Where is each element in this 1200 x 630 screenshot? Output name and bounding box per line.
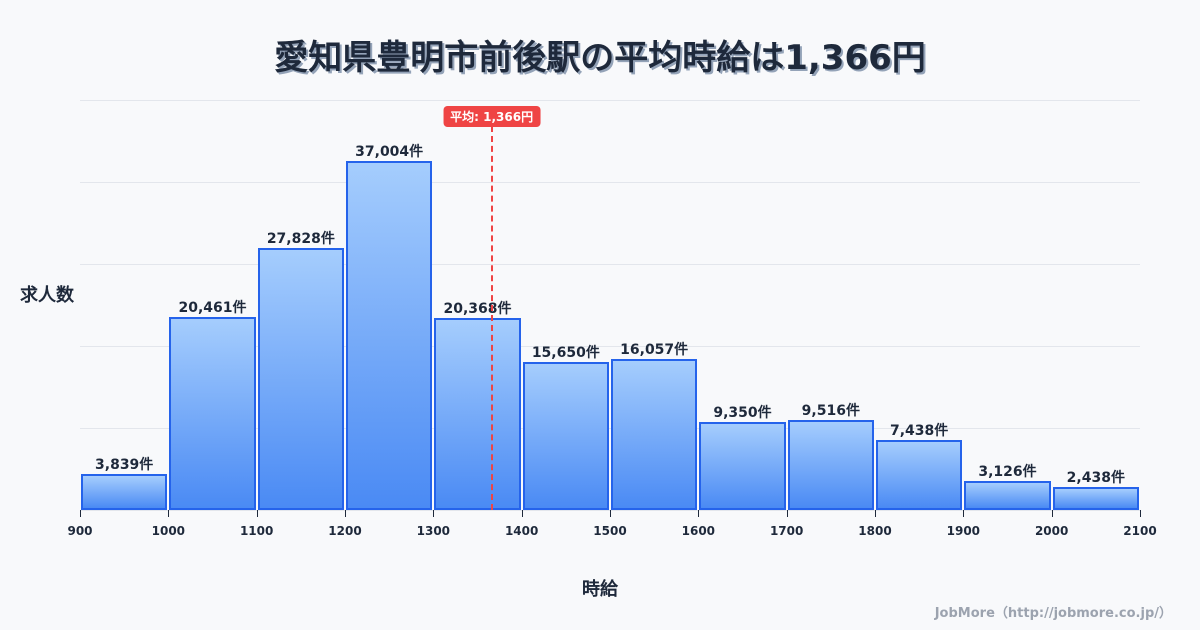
bar-value-label: 9,516件 [801,403,860,420]
bar-value-label: 27,828件 [266,230,335,247]
x-tick-label: 2000 [1034,524,1069,538]
x-axis-label: 時給 [582,579,618,600]
x-tick-label: 1300 [416,524,451,538]
y-axis-label: 求人数 [20,285,74,306]
bar-value-label: 20,461件 [178,300,247,317]
histogram-bar [257,247,344,510]
histogram-bar [787,420,874,510]
bar-value-label: 37,004件 [355,144,424,161]
x-tick [786,510,788,517]
x-tick [80,510,81,517]
bar-value-label: 3,839件 [95,456,154,473]
histogram-bar [346,161,433,510]
histogram-bar [169,317,256,510]
histogram-bar [611,358,698,510]
credit-text: JobMore（http://jobmore.co.jp/） [934,606,1172,621]
bar-value-label: 20,368件 [443,301,512,318]
histogram-bar [699,421,786,510]
chart-title: 愛知県豊明市前後駅の平均時給は1,366円 [274,38,926,78]
x-tick-label: 1600 [681,524,716,538]
x-tick [1140,510,1141,517]
histogram-bar [1052,487,1139,510]
gridline [80,100,1140,101]
bar-value-label: 2,438件 [1066,470,1125,487]
x-tick [168,510,170,517]
x-tick [345,510,346,517]
bar-value-label: 15,650件 [531,345,600,362]
x-tick [698,510,700,517]
x-tick-label: 900 [67,524,93,538]
x-tick-label: 2100 [1123,524,1157,538]
bar-value-label: 3,126件 [978,463,1037,480]
x-tick [875,510,876,517]
bar-value-label: 16,057件 [620,341,689,358]
x-tick-label: 1100 [239,524,274,538]
x-tick [256,510,258,517]
gridline [80,182,1140,183]
x-tick [433,510,435,517]
x-tick [963,510,965,517]
histogram-bar [876,439,963,510]
average-line [490,126,493,510]
x-tick [521,510,523,517]
x-tick-label: 1800 [858,524,892,538]
x-tick-label: 1500 [593,524,627,538]
bar-value-label: 9,350件 [713,404,772,421]
x-tick [610,510,611,517]
histogram-bar [434,318,521,510]
average-badge: 平均: 1,366円 [443,106,541,127]
gridline [80,428,1140,429]
x-tick-label: 1000 [151,524,186,538]
x-tick-label: 1700 [769,524,804,538]
bar-value-label: 7,438件 [890,422,949,439]
x-tick-label: 1900 [946,524,981,538]
histogram-bar [522,362,609,510]
plot-area: 3,839件 20,461件 27,828件 37,004件 20,368件 15,650… [67,100,1157,538]
histogram-bar [81,473,168,510]
histogram-bar [964,480,1051,510]
x-tick [1051,510,1053,517]
gridline [80,264,1140,265]
x-tick-label: 1200 [328,524,362,538]
gridline [80,346,1140,347]
x-tick-label: 1400 [504,524,539,538]
